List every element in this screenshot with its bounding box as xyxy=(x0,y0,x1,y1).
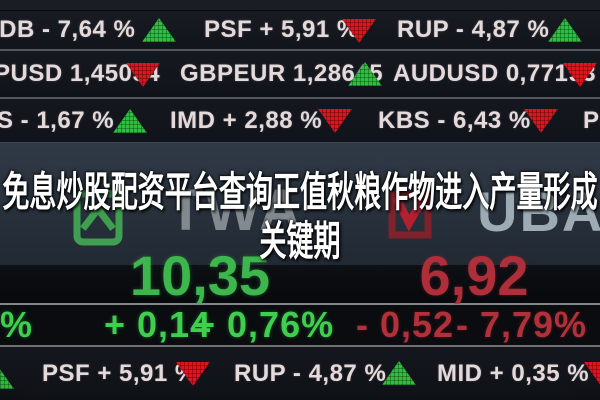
price-right: 6,92 xyxy=(419,244,529,307)
ticker-item: GBPEUR 1,28645 xyxy=(180,60,384,87)
change-pct-left: + 0,76% xyxy=(194,304,335,345)
ticker-item: RUP - 4,87 % xyxy=(397,16,550,43)
change-left: + 0,14 xyxy=(104,304,212,345)
headline-line2: 关键期 xyxy=(259,218,341,264)
ticker-row-bottom: PSF + 5,91 % RUP - 4,87 % MID + 0,35 % xyxy=(0,347,600,400)
ticker-item: PSF + 5,91 % xyxy=(204,16,359,43)
separator xyxy=(0,10,600,11)
ticker-row-3: S - 1,67 % IMD + 2,88 % KBS - 6,43 % PN xyxy=(0,99,600,142)
separator xyxy=(0,303,600,305)
triangle-up-icon xyxy=(382,361,416,385)
ticker-item: RUP - 4,87 % xyxy=(234,360,387,387)
top-strip xyxy=(0,0,600,10)
ticker-item: PN xyxy=(583,107,600,134)
change-right: - 0,52 xyxy=(356,304,455,345)
change-edge-pct: % xyxy=(0,304,34,345)
checkbox-chevron-up-icon xyxy=(73,190,123,246)
ticker-item: S - 1,67 % xyxy=(0,107,115,134)
change-pct-right: - 7,79% xyxy=(456,304,588,345)
separator xyxy=(0,345,600,347)
triangle-up-icon xyxy=(548,18,582,42)
triangle-up-icon xyxy=(0,365,14,389)
headline-line1: 免息炒股配资平台查询正值秋粮作物进入产量形成 xyxy=(2,169,598,215)
separator xyxy=(0,97,600,99)
quote-panel: TWA UBA 免息炒股配资平台查询正值秋粮作物进入产量形成 关键期 xyxy=(0,142,600,265)
ticker-item: IDB - 7,64 % xyxy=(0,16,136,43)
price-left: 10,35 xyxy=(129,244,271,307)
triangle-up-icon xyxy=(142,18,176,42)
price-band xyxy=(0,265,600,303)
triangle-up-icon xyxy=(113,109,147,133)
ticker-item: MID + 0,35 % xyxy=(437,360,590,387)
ticker-item: AUDUSD 0,77193 xyxy=(393,60,597,87)
symbol-right: UBA xyxy=(477,180,600,243)
symbol-left: TWA xyxy=(168,178,303,243)
ticker-item: IMD + 2,88 % xyxy=(170,107,323,134)
separator xyxy=(0,49,600,51)
ticker-row-2: PUSD 1,45054 GBPEUR 1,28645 AUDUSD 0,771… xyxy=(0,51,600,97)
triangle-down-icon xyxy=(318,109,352,133)
ticker-row-1: IDB - 7,64 % PSF + 5,91 % RUP - 4,87 % xyxy=(0,11,600,49)
checkbox-check-icon xyxy=(388,189,433,239)
ticker-item: PSF + 5,91 % xyxy=(42,360,197,387)
change-row: % + 0,14 + 0,76% - 0,52 - 7,79% xyxy=(0,305,600,345)
ticker-item: KBS - 6,43 % xyxy=(378,107,531,134)
